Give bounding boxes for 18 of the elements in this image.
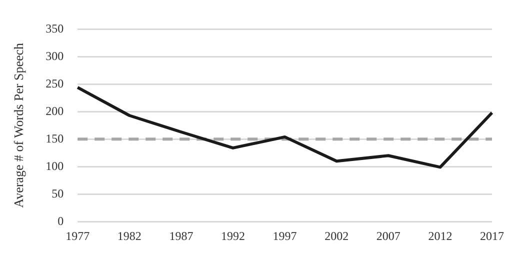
x-tick-label: 2012	[428, 228, 452, 243]
y-tick-label: 50	[52, 186, 64, 200]
x-tick-label: 1987	[169, 228, 194, 243]
y-tick-label: 0	[58, 214, 64, 228]
y-axis-title: Average # of Words Per Speech	[11, 42, 26, 208]
y-tick-label: 100	[46, 158, 64, 173]
y-tick-label: 150	[46, 131, 64, 146]
y-tick-label: 250	[46, 76, 64, 90]
y-tick-label: 350	[46, 21, 64, 36]
x-tick-label: 2002	[324, 228, 349, 243]
x-tick-label: 1977	[66, 228, 90, 243]
x-tick-label: 2017	[480, 228, 504, 243]
x-tick-label: 1982	[117, 228, 142, 243]
x-tick-label: 1997	[272, 228, 297, 243]
x-tick-label: 2007	[376, 228, 400, 243]
x-tick-label: 1992	[221, 228, 245, 243]
y-tick-label: 200	[46, 104, 64, 118]
y-tick-label: 300	[46, 48, 64, 63]
